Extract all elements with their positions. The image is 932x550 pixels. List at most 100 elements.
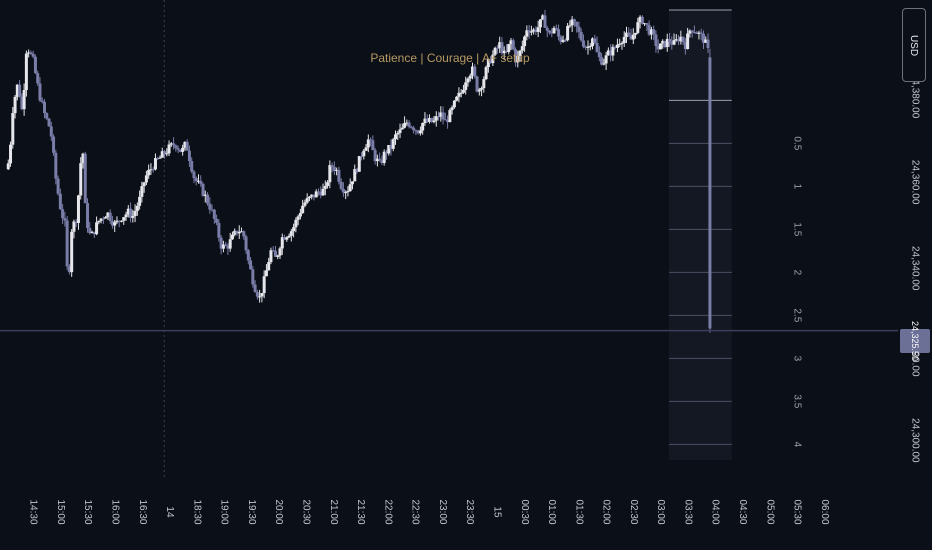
candle-body	[160, 151, 164, 158]
candle-body	[298, 213, 302, 217]
candle-body	[396, 132, 400, 135]
candle-body	[339, 181, 343, 189]
candle-body	[434, 116, 438, 121]
candle-body	[403, 123, 407, 128]
candle-body	[507, 44, 511, 52]
candle-body	[683, 42, 687, 50]
fib-extension-tool[interactable]: 0.5 1 1.5 2 2.5 3 3.5 4	[669, 9, 802, 460]
current-price-badge: 24,325.50	[900, 321, 930, 361]
time-tick-label: 18:30	[191, 499, 202, 524]
candle-body	[283, 237, 287, 240]
candle-body	[416, 130, 420, 134]
candle-body	[629, 35, 633, 40]
candle-body	[692, 32, 696, 34]
candle-body	[570, 19, 574, 26]
candle-body	[695, 32, 699, 34]
candle-body	[156, 158, 160, 160]
candle-body	[219, 237, 223, 249]
time-tick-label: 21:30	[355, 499, 366, 524]
candle-body	[287, 235, 291, 238]
time-tick-label: 01:00	[546, 499, 557, 524]
candle-body	[366, 139, 370, 148]
candle-body	[176, 148, 180, 150]
candle-body	[86, 203, 90, 228]
candle-body	[172, 143, 176, 146]
candle-body	[31, 53, 35, 57]
candle-body	[624, 32, 628, 37]
candle-body	[674, 39, 678, 41]
candle-body	[658, 43, 662, 50]
candle-body	[557, 29, 561, 37]
candle-body	[471, 66, 475, 76]
time-tick-label: 15:00	[55, 499, 66, 524]
candle-body	[446, 119, 450, 123]
candle-body	[486, 58, 490, 68]
price-tick-label: 24,320.00	[909, 332, 920, 377]
candle-body	[690, 30, 694, 33]
candle-body	[49, 126, 53, 137]
time-tick-label: 05:00	[764, 499, 775, 524]
price-axis[interactable]: 24,380.0024,360.0024,340.0024,320.0024,3…	[909, 74, 920, 463]
candle-body	[609, 50, 613, 56]
candle-body	[289, 231, 293, 236]
candle-body	[387, 145, 391, 154]
candle-body	[113, 222, 117, 226]
candle-body	[178, 149, 182, 152]
candle-body	[181, 147, 185, 152]
candle-body	[423, 118, 427, 123]
candle-body	[380, 160, 384, 163]
candle-body	[251, 269, 255, 285]
candle-body	[346, 191, 350, 193]
candle-body	[649, 29, 653, 35]
time-tick-label: 21:00	[328, 499, 339, 524]
candle-body	[226, 245, 230, 249]
candle-body	[326, 182, 330, 186]
candle-body	[255, 292, 259, 297]
candle-body	[600, 57, 604, 65]
candle-body	[457, 92, 461, 97]
chart-title: Patience | Courage | A+ setup	[370, 51, 530, 65]
candle-body	[330, 165, 334, 167]
fib-level-label: 1	[791, 184, 802, 190]
candle-body	[253, 284, 257, 293]
candle-body	[319, 191, 323, 196]
time-axis[interactable]: 14:30 15:00 15:30 16:00 16:30 14 18:30 19:00 19:…	[28, 499, 830, 524]
candle-body	[285, 237, 289, 240]
candle-body	[11, 113, 15, 145]
candle-body	[677, 39, 681, 42]
candle-body	[697, 32, 701, 34]
candle-body	[504, 50, 508, 52]
candle-body	[210, 209, 214, 211]
candle-body	[115, 220, 119, 223]
candle-body	[577, 26, 581, 32]
candle-body	[559, 36, 563, 42]
candle-body	[13, 96, 17, 114]
candle-body	[450, 107, 454, 111]
fib-level-label: 0.5	[791, 136, 802, 150]
candle-body	[47, 118, 51, 127]
candle-body	[645, 23, 649, 25]
candle-body	[174, 145, 178, 149]
candle-body	[631, 34, 635, 40]
candle-body	[133, 210, 137, 217]
candle-body	[538, 19, 542, 28]
candle-body	[575, 21, 579, 27]
candle-body	[529, 31, 533, 33]
candle-body	[233, 230, 237, 235]
time-tick-label: 16:30	[137, 499, 148, 524]
fib-level-label: 3	[791, 356, 802, 362]
candle-body	[701, 33, 705, 43]
price-tick-label: 24,340.00	[909, 246, 920, 291]
candle-body	[140, 186, 144, 197]
candle-body	[398, 129, 402, 133]
candle-body	[543, 15, 547, 28]
candle-body	[294, 219, 298, 228]
candle-body	[83, 153, 87, 204]
fib-level-label: 4	[791, 442, 802, 448]
candle-body	[271, 250, 275, 252]
candle-body	[627, 32, 631, 36]
currency-selector-button[interactable]: USD	[902, 8, 926, 82]
candle-body	[518, 50, 522, 56]
candle-body	[99, 218, 103, 221]
